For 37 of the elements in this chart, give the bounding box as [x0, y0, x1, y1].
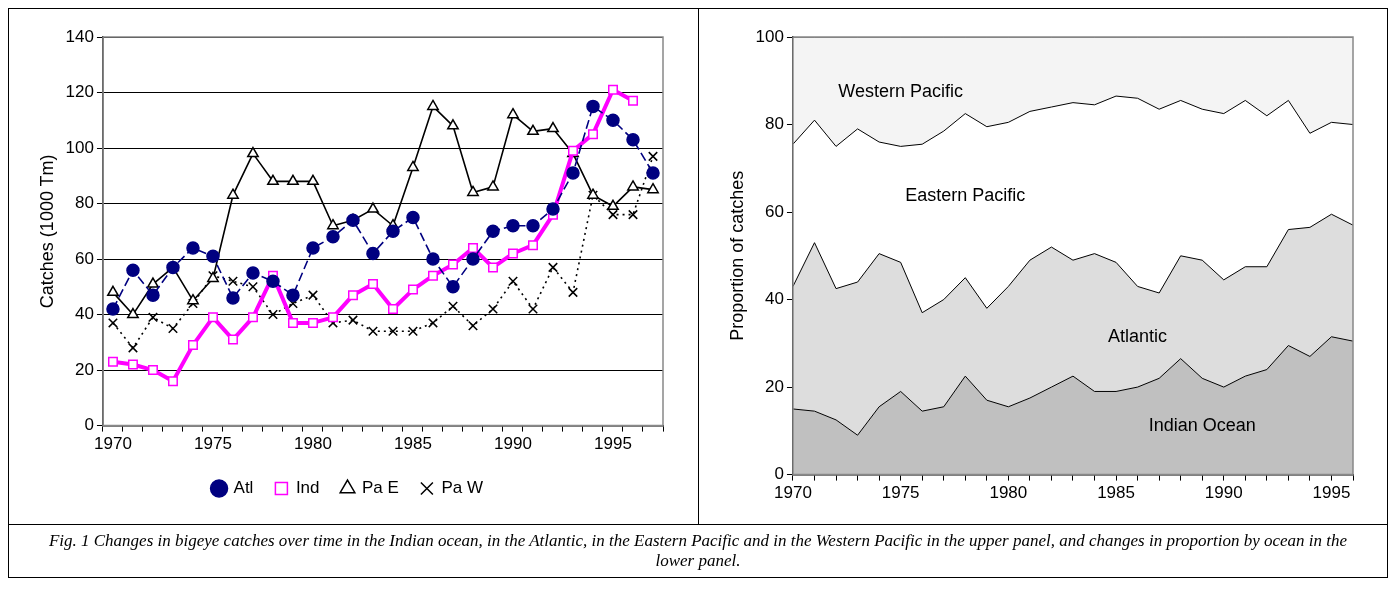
legend-label: Pa E — [362, 477, 400, 497]
legend-label: Ind — [296, 477, 320, 497]
y-tick-label: 140 — [65, 26, 95, 46]
x-tick-label: 1995 — [1312, 482, 1351, 502]
series-label: Eastern Pacific — [905, 184, 1026, 205]
y-tick-label: 0 — [774, 463, 784, 483]
y-tick-label: 40 — [764, 288, 784, 308]
x-tick-label: 1975 — [194, 433, 233, 453]
x-tick-label: 1985 — [1096, 482, 1135, 502]
y-tick-label: 40 — [75, 303, 95, 323]
x-tick-label: 1970 — [94, 433, 133, 453]
y-tick-label: 120 — [65, 81, 95, 101]
caption: Fig. 1 Changes in bigeye catches over time in the Indian ocean, in the Atlantic, in the Eastern Pacific and in the Western Pacific in the upper panel, and changes in proportion by ocean in the lower panel. — [47, 531, 1349, 571]
x-tick-label: 1970 — [773, 482, 812, 502]
series-label: Western Pacific — [838, 80, 963, 101]
y-axis-title: Proportion of catches — [726, 170, 747, 341]
x-tick-label: 1975 — [881, 482, 920, 502]
series-label: Indian Ocean — [1148, 414, 1256, 435]
y-tick-label: 60 — [75, 248, 95, 268]
y-tick-label: 100 — [755, 26, 784, 46]
y-tick-label: 0 — [84, 414, 95, 434]
y-tick-label: 80 — [75, 192, 95, 212]
y-axis-title: Catches (1000 Tm) — [37, 153, 58, 308]
legend-label: Pa W — [441, 477, 484, 497]
legend-label: Atl — [233, 477, 254, 497]
x-tick-label: 1985 — [394, 433, 433, 453]
y-tick-label: 20 — [75, 359, 95, 379]
x-tick-label: 1990 — [1204, 482, 1243, 502]
series-label: Atlantic — [1107, 325, 1167, 346]
x-tick-label: 1980 — [989, 482, 1028, 502]
x-tick-label: 1995 — [594, 433, 633, 453]
y-tick-label: 20 — [764, 376, 784, 396]
y-tick-label: 60 — [764, 201, 784, 221]
x-tick-label: 1990 — [494, 433, 533, 453]
y-tick-label: 100 — [65, 137, 95, 157]
y-tick-label: 80 — [764, 113, 784, 133]
x-tick-label: 1980 — [294, 433, 333, 453]
